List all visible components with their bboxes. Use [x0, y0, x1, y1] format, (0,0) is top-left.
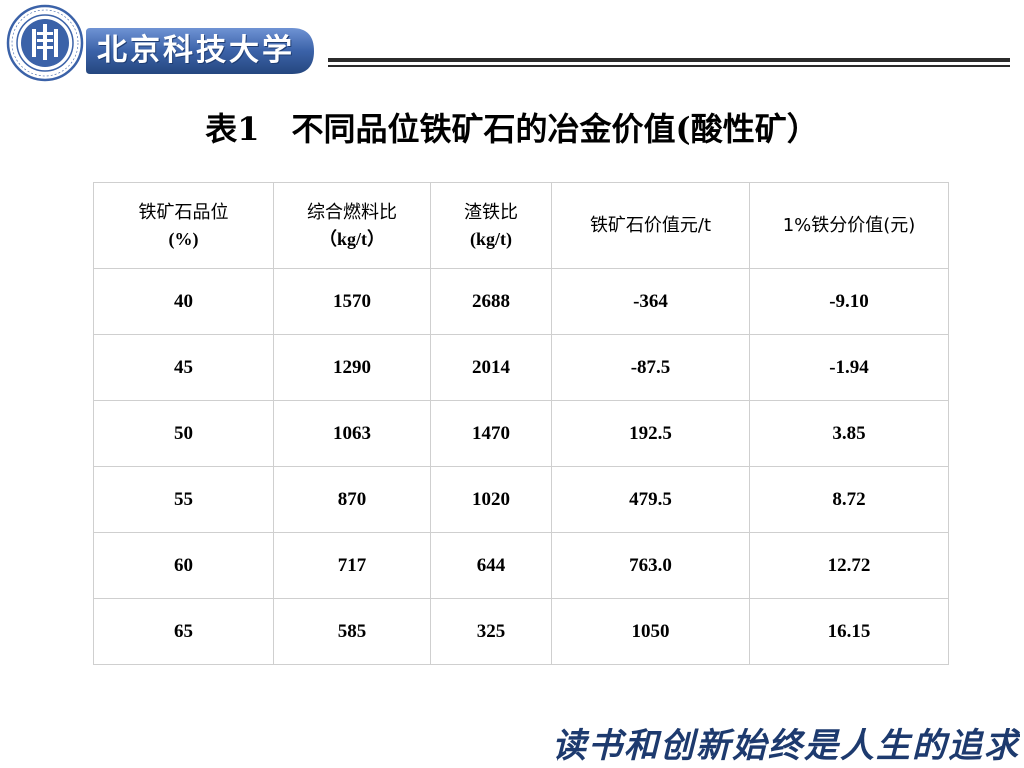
brand-name: 北京科技大学 — [97, 33, 295, 68]
cell-fuel-ratio: 1570 — [273, 268, 431, 335]
cell-slag-ratio: 1020 — [430, 466, 552, 533]
header-iron-value-line1: 1%铁分价值(元) — [782, 214, 916, 236]
cell-ore-grade: 50 — [93, 400, 274, 467]
ore-value-table: 铁矿石品位 (%) 综合燃料比 （kg/t） 渣铁比 (kg/t) 铁矿石价值元… — [93, 182, 949, 665]
cell-ore-value: 479.5 — [551, 466, 750, 533]
cell-ore-grade: 60 — [93, 532, 274, 599]
cell-ore-grade: 65 — [93, 598, 274, 665]
header-ore-grade: 铁矿石品位 (%) — [93, 182, 274, 269]
table-header-row: 铁矿石品位 (%) 综合燃料比 （kg/t） 渣铁比 (kg/t) 铁矿石价值元… — [93, 182, 949, 269]
table-row: 45 1290 2014 -87.5 -1.94 — [93, 334, 949, 401]
brand-banner: 北京科技大学 — [86, 28, 314, 74]
cell-iron-value: -9.10 — [749, 268, 949, 335]
brand-banner-background — [86, 28, 314, 74]
header-fuel-ratio-line1: 综合燃料比 — [307, 201, 397, 223]
header-divider — [328, 58, 1010, 68]
cell-fuel-ratio: 1063 — [273, 400, 431, 467]
cell-ore-grade: 45 — [93, 334, 274, 401]
cell-ore-grade: 55 — [93, 466, 274, 533]
header-fuel-ratio: 综合燃料比 （kg/t） — [273, 182, 431, 269]
cell-ore-value: 192.5 — [551, 400, 750, 467]
university-seal-logo — [6, 4, 84, 82]
cell-slag-ratio: 2014 — [430, 334, 552, 401]
header-slag-ratio: 渣铁比 (kg/t) — [430, 182, 552, 269]
header-ore-grade-line1: 铁矿石品位 — [138, 201, 229, 223]
slide-title: 表1 不同品位铁矿石的冶金价值(酸性矿） — [205, 110, 819, 148]
table-row: 65 585 325 1050 16.15 — [93, 598, 949, 665]
header-fuel-ratio-line2: （kg/t） — [318, 228, 385, 249]
table-row: 50 1063 1470 192.5 3.85 — [93, 400, 949, 467]
header-slag-ratio-line2: (kg/t) — [470, 228, 512, 249]
cell-fuel-ratio: 585 — [273, 598, 431, 665]
header-ore-value-line1: 铁矿石价值元/t — [589, 214, 712, 236]
header-ore-grade-line2: (%) — [168, 228, 199, 249]
cell-iron-value: 8.72 — [749, 466, 949, 533]
table-row: 40 1570 2688 -364 -9.10 — [93, 268, 949, 335]
cell-ore-value: 763.0 — [551, 532, 750, 599]
cell-iron-value: -1.94 — [749, 334, 949, 401]
cell-fuel-ratio: 870 — [273, 466, 431, 533]
cell-fuel-ratio: 717 — [273, 532, 431, 599]
cell-slag-ratio: 1470 — [430, 400, 552, 467]
cell-iron-value: 16.15 — [749, 598, 949, 665]
header-divider-thick — [328, 58, 1010, 62]
cell-ore-value: -364 — [551, 268, 750, 335]
table-row: 60 717 644 763.0 12.72 — [93, 532, 949, 599]
cell-slag-ratio: 644 — [430, 532, 552, 599]
header-slag-ratio-line1: 渣铁比 — [464, 201, 518, 223]
cell-fuel-ratio: 1290 — [273, 334, 431, 401]
cell-slag-ratio: 2688 — [430, 268, 552, 335]
cell-iron-value: 12.72 — [749, 532, 949, 599]
cell-ore-grade: 40 — [93, 268, 274, 335]
cell-ore-value: -87.5 — [551, 334, 750, 401]
cell-iron-value: 3.85 — [749, 400, 949, 467]
header-iron-value: 1%铁分价值(元) — [749, 182, 949, 269]
cell-ore-value: 1050 — [551, 598, 750, 665]
header-ore-value: 铁矿石价值元/t — [551, 182, 750, 269]
cell-slag-ratio: 325 — [430, 598, 552, 665]
header-divider-thin — [328, 65, 1010, 67]
footer-motto: 读书和创新始终是人生的追求 — [552, 726, 1020, 764]
table-row: 55 870 1020 479.5 8.72 — [93, 466, 949, 533]
